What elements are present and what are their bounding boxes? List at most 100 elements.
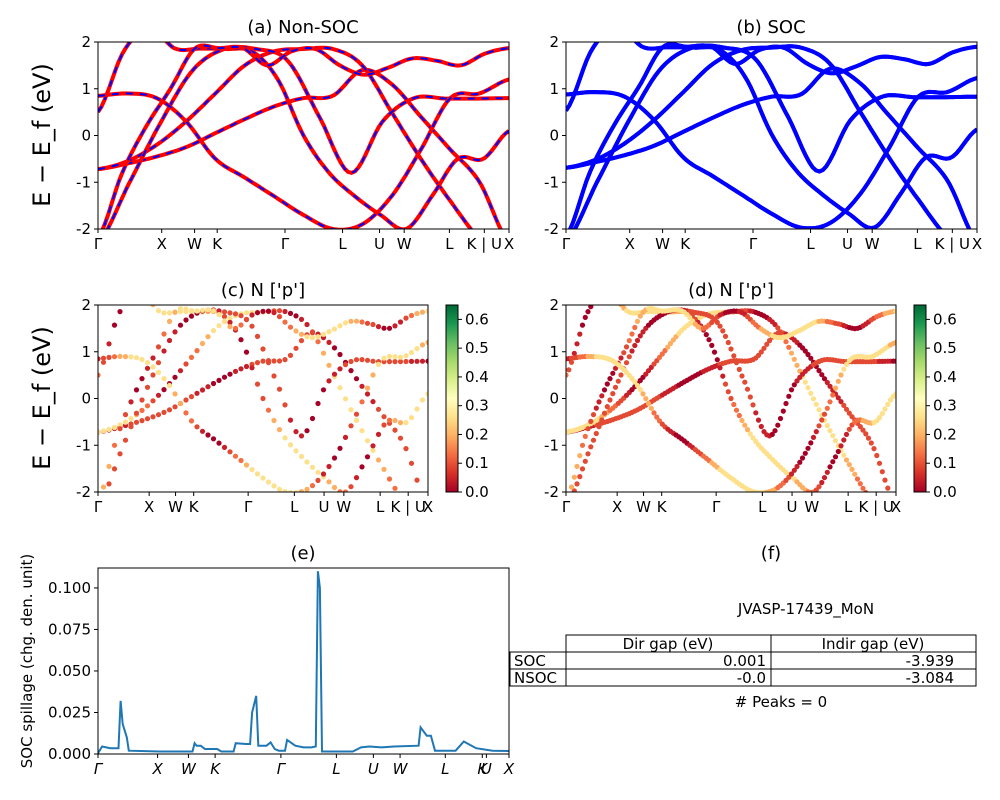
panel-c-point xyxy=(122,412,129,418)
panel-d-point xyxy=(794,362,800,368)
panel-d-point xyxy=(832,385,839,391)
panel-c-xtick-label: L xyxy=(376,498,385,516)
panel-d-point xyxy=(893,358,896,364)
panel-c-point xyxy=(227,319,233,325)
table-header-indir-gap: Indir gap (eV) xyxy=(822,635,925,653)
panel-c-point xyxy=(348,358,354,365)
panel-c-point xyxy=(133,355,140,361)
panel-c-point xyxy=(386,359,393,365)
panel-d-point xyxy=(728,346,734,352)
panel-c-point xyxy=(392,354,398,360)
panel-c-point xyxy=(326,339,332,345)
panel-c-point xyxy=(221,314,228,320)
panel-d-xtick-label: X xyxy=(891,498,901,516)
panel-d-point xyxy=(808,440,814,446)
panel-a-band-blue xyxy=(98,78,509,229)
panel-c-cbar-tick-label: 0.5 xyxy=(465,339,489,357)
panel-d-point xyxy=(821,475,828,481)
panel-c-point xyxy=(414,346,420,352)
panel-c-point xyxy=(370,321,376,328)
panel-d-point xyxy=(838,372,844,378)
panel-d-point xyxy=(808,355,814,361)
panel-c-point xyxy=(414,406,420,412)
panel-d-point xyxy=(830,392,836,398)
panel-c-point xyxy=(326,362,332,368)
panel-c-point xyxy=(238,457,244,464)
panel-c-point xyxy=(282,435,288,441)
panel-e-xtick-label: W xyxy=(181,760,197,778)
panel-b-xtick-label: W xyxy=(865,235,880,253)
panel-c-point xyxy=(227,315,233,321)
panel-c-cbar-tick-label: 0.0 xyxy=(465,483,489,501)
panel-c-ytick-label: 1 xyxy=(81,343,91,361)
panel-d-point xyxy=(893,391,896,397)
panel-c-point xyxy=(326,329,332,335)
panel-c-point xyxy=(166,382,173,389)
panel-d-point xyxy=(841,366,847,372)
panel-c-point xyxy=(111,466,118,472)
panel-c-point xyxy=(293,429,299,435)
panel-c-point xyxy=(177,368,184,374)
panel-c-point xyxy=(353,475,360,481)
panel-d-point xyxy=(662,348,668,354)
panel-d-point xyxy=(775,325,781,331)
panel-c-point xyxy=(271,358,277,364)
panel-c-point xyxy=(364,391,371,397)
panel-a-band-red xyxy=(98,45,474,229)
panel-d-point xyxy=(835,395,841,401)
panel-d-point xyxy=(758,349,764,355)
panel-e-xtick-label: L xyxy=(441,760,449,778)
panel-d-point xyxy=(780,408,786,414)
panel-c-point xyxy=(320,471,327,477)
panel-c-point xyxy=(348,423,354,429)
panel-d-point xyxy=(744,386,751,392)
panel-a-xtick-label: Γ xyxy=(94,235,103,253)
panel-d-point xyxy=(816,407,822,413)
panel-c-point xyxy=(364,454,371,460)
panel-d-point xyxy=(838,399,844,405)
panel-d-point xyxy=(601,410,608,416)
panel-d-point xyxy=(568,484,575,490)
panel-c-point xyxy=(331,484,338,491)
panel-d-point xyxy=(813,401,819,407)
panel-e-ytick-label: 0.075 xyxy=(48,620,91,638)
panel-c-xtick-label: X xyxy=(423,498,433,516)
panel-a-ytick-label: 1 xyxy=(81,80,91,98)
panel-c-point xyxy=(408,460,415,466)
panel-c-point xyxy=(106,481,112,487)
panel-c-point xyxy=(133,387,140,393)
panel-d-point xyxy=(846,426,852,432)
panel-d-point xyxy=(731,401,737,408)
panel-c-point xyxy=(408,358,415,364)
panel-d-point xyxy=(629,348,635,354)
panel-d-point xyxy=(596,424,602,430)
panel-c-point xyxy=(381,355,387,361)
panel-c-point xyxy=(397,420,404,426)
panel-d-point xyxy=(637,333,643,339)
panel-c-point xyxy=(282,308,288,315)
panel-e-xtick-label: K xyxy=(477,760,488,778)
panel-c-point xyxy=(232,368,239,374)
panel-b-xtick-label: K xyxy=(680,235,691,253)
panel-d-point xyxy=(838,443,844,449)
panel-d-point xyxy=(788,350,795,356)
panel-c-point xyxy=(194,424,200,430)
panel-c-point xyxy=(128,424,134,430)
panel-c-point xyxy=(100,484,107,490)
panel-c-point xyxy=(276,486,283,492)
panel-c-point xyxy=(287,490,294,492)
panel-d-point xyxy=(593,430,599,437)
panel-c-point xyxy=(342,362,349,368)
panel-a-xtick-label: L xyxy=(338,235,347,253)
panel-d-plot xyxy=(566,305,896,492)
panel-d-point xyxy=(585,426,591,432)
panel-e-xtick-label: K xyxy=(210,760,221,778)
panel-c-point xyxy=(287,352,294,358)
panel-c-point xyxy=(304,486,310,492)
panel-c-title: (c) N ['p'] xyxy=(221,280,305,301)
panel-c-point xyxy=(392,359,398,365)
panel-d-point xyxy=(731,353,737,359)
panel-d-point xyxy=(747,394,753,400)
panel-c-ytick-label: -2 xyxy=(76,483,91,501)
